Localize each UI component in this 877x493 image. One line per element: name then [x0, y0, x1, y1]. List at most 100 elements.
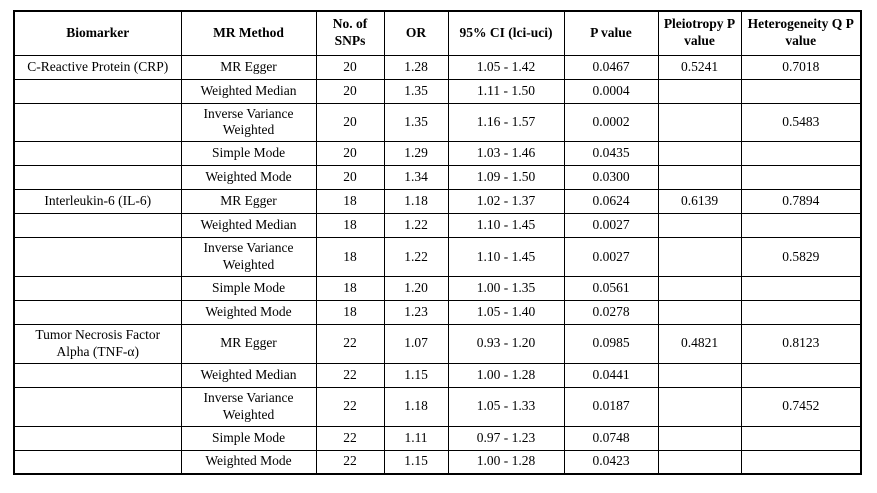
cell-no-of-snps: 22: [315, 386, 385, 427]
cell-mr-method: Weighted Median: [180, 362, 317, 388]
cell-no-of-snps: 22: [315, 324, 385, 364]
cell-mr-method: Simple Mode: [180, 141, 317, 167]
cell-p-value: 0.0467: [563, 54, 659, 80]
cell-mr-method: Simple Mode: [180, 425, 317, 451]
cell-heterogeneity-q-p-value: [740, 78, 862, 104]
cell-p-value: 0.0278: [563, 300, 659, 325]
cell-mr-method: MR Egger: [180, 54, 317, 80]
cell-biomarker: [13, 237, 182, 277]
cell-ci: 1.00 - 1.28: [447, 449, 565, 475]
cell-biomarker: [13, 141, 182, 167]
cell-or: 1.20: [383, 276, 449, 301]
cell-biomarker: [13, 425, 182, 451]
cell-pleiotropy-p-value: 0.6139: [657, 189, 742, 215]
column-header-biomarker: Biomarker: [13, 10, 182, 56]
cell-pleiotropy-p-value: [657, 425, 742, 451]
cell-biomarker: Interleukin-6 (IL-6): [13, 189, 182, 215]
cell-pleiotropy-p-value: [657, 78, 742, 104]
cell-or: 1.18: [383, 189, 449, 215]
table-row: Inverse Variance Weighted 18 1.22 1.10 - 1.…: [13, 237, 862, 277]
header-row: Biomarker MR Method No. of SNPs OR 95% CI (l…: [13, 10, 862, 56]
cell-ci: 1.05 - 1.42: [447, 54, 565, 80]
cell-mr-method: Weighted Mode: [180, 300, 317, 325]
table-row: Inverse Variance Weighted 22 1.18 1.05 - 1.…: [13, 386, 862, 427]
cell-heterogeneity-q-p-value: 0.5829: [740, 237, 862, 277]
cell-or: 1.23: [383, 300, 449, 325]
cell-ci: 1.03 - 1.46: [447, 141, 565, 167]
table-row: Simple Mode 20 1.29 1.03 - 1.46 0.0435: [13, 141, 862, 167]
mr-results-table: Biomarker MR Method No. of SNPs OR 95% CI (l…: [13, 10, 862, 475]
cell-or: 1.07: [383, 324, 449, 364]
cell-pleiotropy-p-value: 0.5241: [657, 54, 742, 80]
cell-heterogeneity-q-p-value: 0.7894: [740, 189, 862, 215]
cell-heterogeneity-q-p-value: 0.8123: [740, 324, 862, 364]
table-row: Inverse Variance Weighted 20 1.35 1.16 - 1.…: [13, 102, 862, 143]
cell-biomarker: [13, 165, 182, 191]
cell-ci: 1.09 - 1.50: [447, 165, 565, 191]
cell-heterogeneity-q-p-value: [740, 165, 862, 191]
cell-p-value: 0.0187: [563, 386, 659, 427]
cell-or: 1.22: [383, 237, 449, 277]
cell-pleiotropy-p-value: 0.4821: [657, 324, 742, 364]
cell-p-value: 0.0985: [563, 324, 659, 364]
cell-biomarker: [13, 386, 182, 427]
cell-no-of-snps: 22: [315, 425, 385, 451]
cell-mr-method: Weighted Median: [180, 78, 317, 104]
cell-no-of-snps: 22: [315, 449, 385, 475]
cell-no-of-snps: 22: [315, 362, 385, 388]
cell-heterogeneity-q-p-value: 0.7452: [740, 386, 862, 427]
cell-heterogeneity-q-p-value: [740, 300, 862, 325]
cell-no-of-snps: 18: [315, 300, 385, 325]
cell-or: 1.22: [383, 213, 449, 239]
cell-pleiotropy-p-value: [657, 386, 742, 427]
cell-or: 1.11: [383, 425, 449, 451]
cell-pleiotropy-p-value: [657, 276, 742, 301]
cell-ci: 0.93 - 1.20: [447, 324, 565, 364]
cell-pleiotropy-p-value: [657, 141, 742, 167]
cell-biomarker: [13, 300, 182, 325]
cell-ci: 1.11 - 1.50: [447, 78, 565, 104]
cell-ci: 1.00 - 1.28: [447, 362, 565, 388]
cell-or: 1.15: [383, 362, 449, 388]
table-row: Weighted Mode 20 1.34 1.09 - 1.50 0.0300: [13, 165, 862, 191]
cell-biomarker: Tumor Necrosis Factor Alpha (TNF-α): [13, 324, 182, 364]
column-header-mr-method: MR Method: [180, 10, 317, 56]
cell-no-of-snps: 20: [315, 102, 385, 143]
cell-pleiotropy-p-value: [657, 102, 742, 143]
table-row: C-Reactive Protein (CRP) MR Egger 20 1.28 1.…: [13, 54, 862, 80]
cell-pleiotropy-p-value: [657, 300, 742, 325]
cell-no-of-snps: 20: [315, 165, 385, 191]
cell-ci: 1.05 - 1.40: [447, 300, 565, 325]
cell-or: 1.29: [383, 141, 449, 167]
cell-mr-method: Inverse Variance Weighted: [180, 386, 317, 427]
cell-or: 1.15: [383, 449, 449, 475]
cell-p-value: 0.0004: [563, 78, 659, 104]
cell-ci: 1.10 - 1.45: [447, 213, 565, 239]
cell-pleiotropy-p-value: [657, 213, 742, 239]
cell-heterogeneity-q-p-value: [740, 276, 862, 301]
cell-no-of-snps: 18: [315, 237, 385, 277]
cell-heterogeneity-q-p-value: 0.5483: [740, 102, 862, 143]
table-row: Simple Mode 18 1.20 1.00 - 1.35 0.0561: [13, 276, 862, 301]
column-header-no-of-snps: No. of SNPs: [315, 10, 385, 56]
cell-biomarker: [13, 213, 182, 239]
cell-p-value: 0.0027: [563, 213, 659, 239]
cell-p-value: 0.0435: [563, 141, 659, 167]
cell-pleiotropy-p-value: [657, 165, 742, 191]
cell-no-of-snps: 18: [315, 276, 385, 301]
cell-p-value: 0.0027: [563, 237, 659, 277]
cell-pleiotropy-p-value: [657, 237, 742, 277]
cell-ci: 1.00 - 1.35: [447, 276, 565, 301]
column-header-heterogeneity-q-p-value: Heterogeneity Q P value: [740, 10, 862, 56]
table-row: Simple Mode 22 1.11 0.97 - 1.23 0.0748: [13, 425, 862, 451]
cell-mr-method: MR Egger: [180, 324, 317, 364]
cell-ci: 0.97 - 1.23: [447, 425, 565, 451]
cell-pleiotropy-p-value: [657, 362, 742, 388]
column-header-p-value: P value: [563, 10, 659, 56]
cell-p-value: 0.0441: [563, 362, 659, 388]
cell-biomarker: [13, 276, 182, 301]
cell-p-value: 0.0002: [563, 102, 659, 143]
cell-p-value: 0.0423: [563, 449, 659, 475]
cell-mr-method: Simple Mode: [180, 276, 317, 301]
cell-heterogeneity-q-p-value: [740, 213, 862, 239]
